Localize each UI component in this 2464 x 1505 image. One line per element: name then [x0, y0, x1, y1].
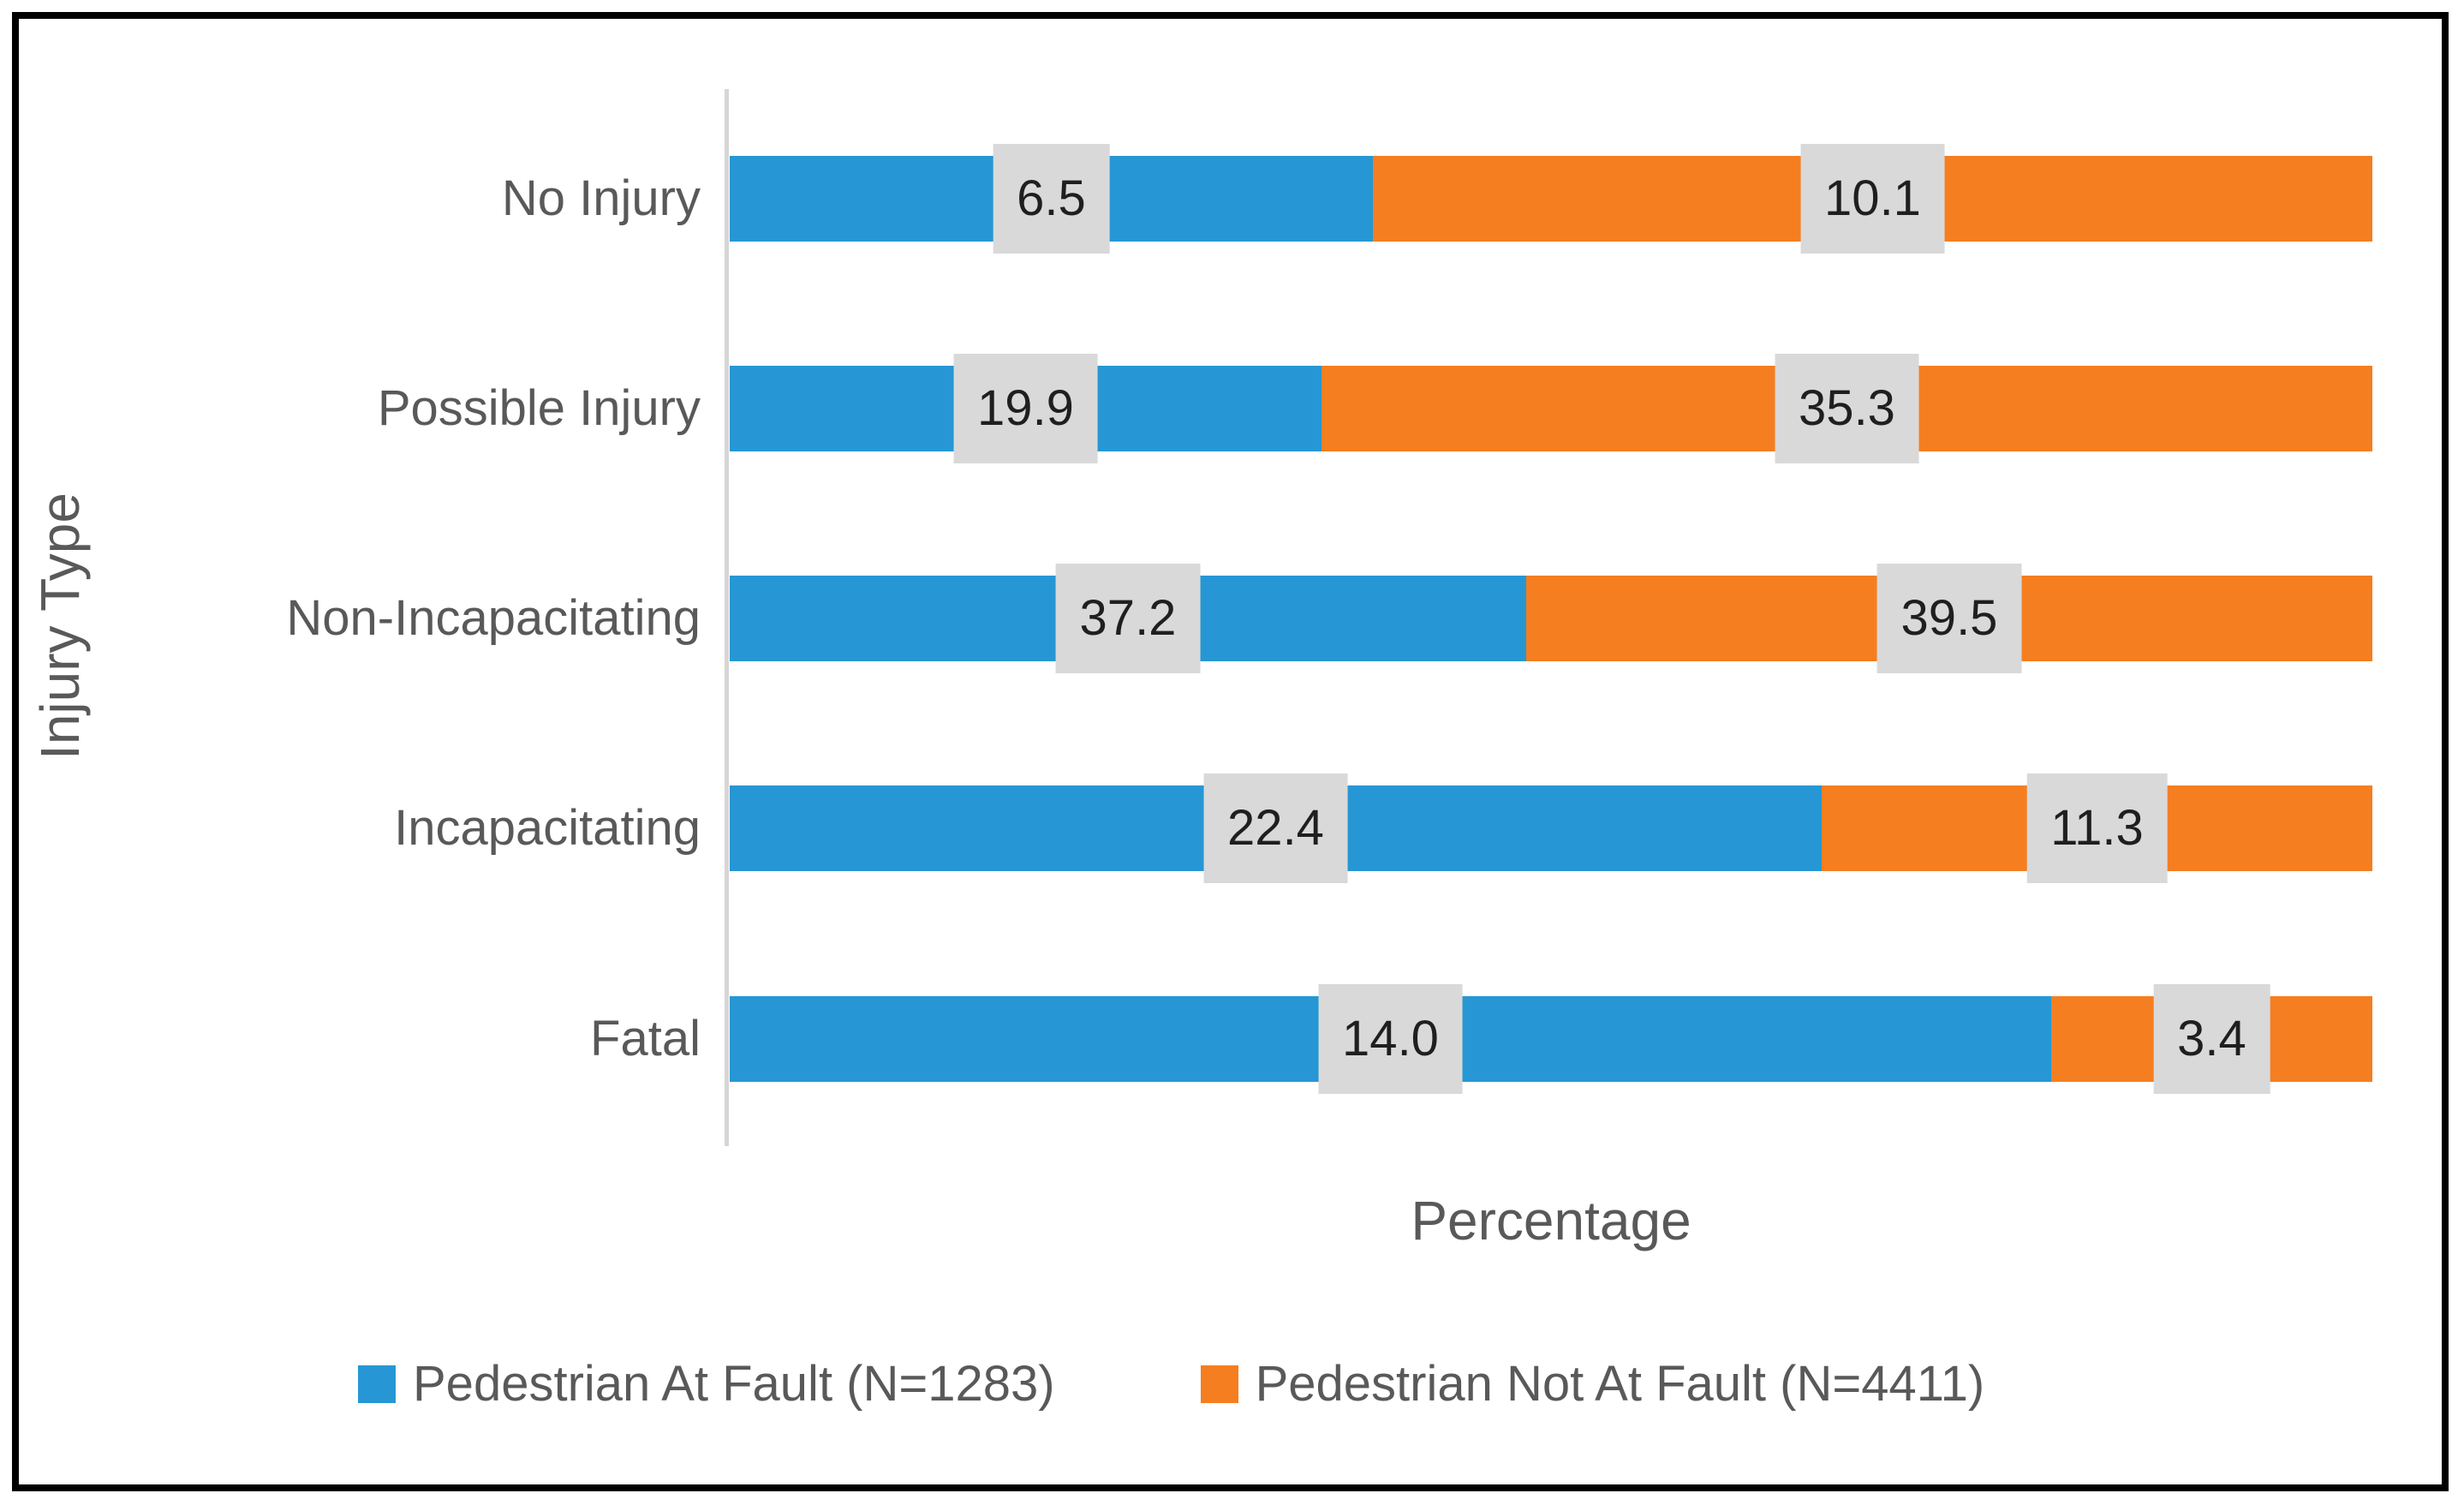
category-label: Possible Injury: [377, 380, 701, 436]
legend-label: Pedestrian At Fault (N=1283): [413, 1356, 1055, 1412]
category-label: Non-Incapacitating: [286, 590, 701, 646]
legend-swatch-at-fault-icon: [358, 1365, 396, 1403]
legend-swatch-not-at-fault-icon: [1200, 1365, 1238, 1403]
data-label-at-fault: 22.4: [1203, 773, 1348, 883]
category-label: Incapacitating: [394, 800, 701, 856]
legend-item: Pedestrian At Fault (N=1283): [358, 1355, 1055, 1412]
data-label-not-at-fault: 10.1: [1800, 144, 1945, 254]
x-axis-title: Percentage: [1411, 1190, 1691, 1251]
data-label-at-fault: 6.5: [993, 144, 1110, 254]
data-label-at-fault: 37.2: [1055, 564, 1201, 673]
data-label-at-fault: 19.9: [953, 354, 1098, 463]
data-label-at-fault: 14.0: [1318, 984, 1463, 1094]
data-label-not-at-fault: 39.5: [1876, 564, 2022, 673]
category-axis-line: [725, 89, 729, 1146]
data-label-not-at-fault: 35.3: [1775, 354, 1919, 463]
category-label: Fatal: [590, 1011, 701, 1066]
data-label-not-at-fault: 11.3: [2026, 773, 2168, 883]
data-label-not-at-fault: 3.4: [2153, 984, 2270, 1094]
legend-item: Pedestrian Not At Fault (N=4411): [1200, 1355, 1985, 1412]
legend-label: Pedestrian Not At Fault (N=4411): [1255, 1356, 1985, 1412]
category-label: No Injury: [501, 170, 701, 226]
y-axis-title: Injury Type: [29, 493, 91, 760]
legend: Pedestrian At Fault (N=1283) Pedestrian N…: [358, 1355, 1984, 1412]
chart-border-frame: No Injury 6.5 10.1 Possible Injury 19.9 35.3 N…: [12, 12, 2449, 1491]
